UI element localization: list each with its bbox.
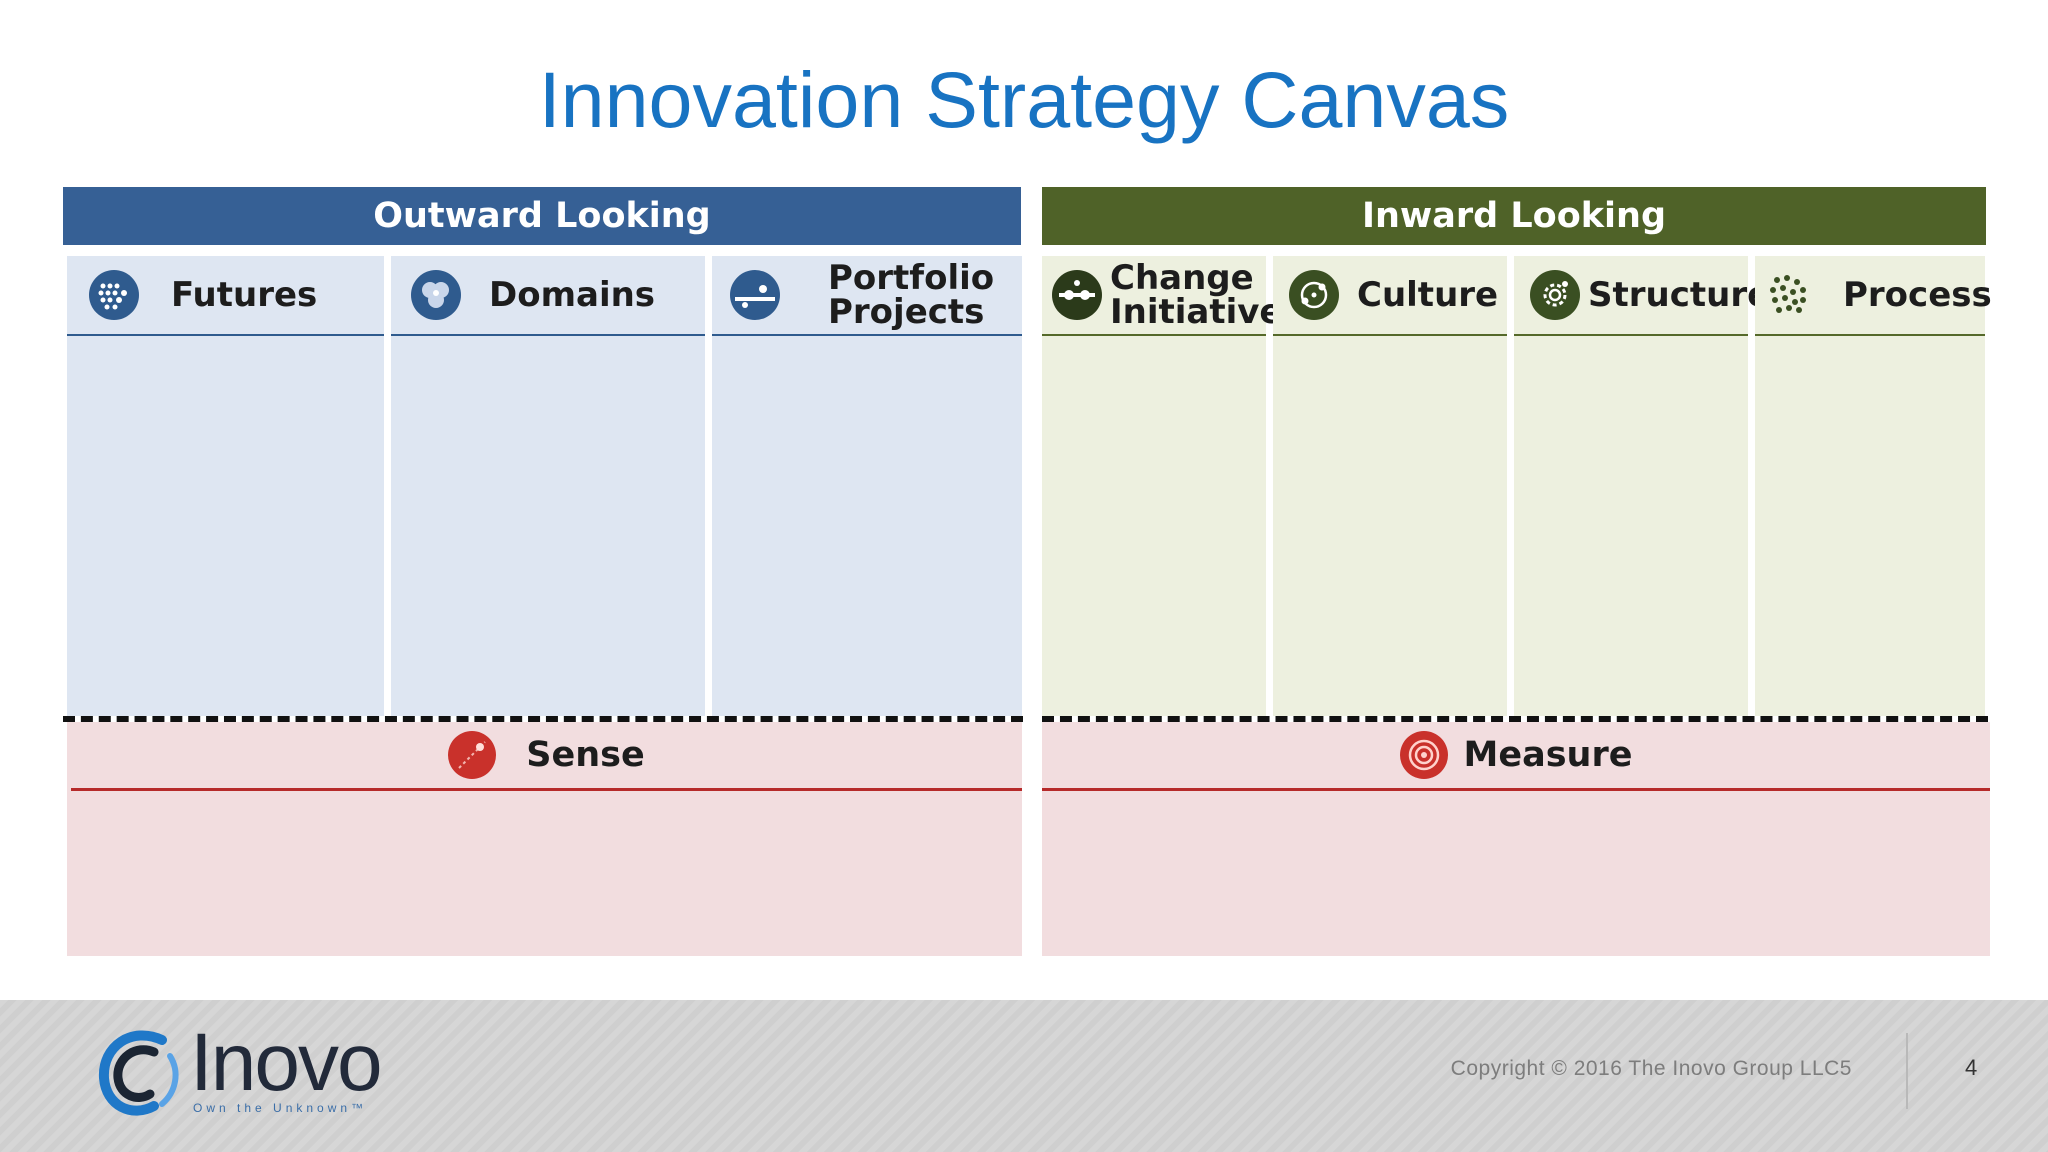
outward-dashed-divider — [63, 716, 1023, 722]
structure-icon — [1530, 270, 1580, 320]
page-title: Innovation Strategy Canvas — [538, 55, 1510, 144]
futures-column: Futures — [67, 256, 384, 716]
change-label-line2: Initiatives — [1110, 292, 1303, 332]
structure-label: Structure — [1588, 275, 1771, 315]
outward-looking-label: Outward Looking — [373, 196, 711, 236]
sense-label: Sense — [526, 735, 645, 775]
futures-label: Futures — [171, 275, 318, 315]
measure-label: Measure — [1463, 735, 1633, 775]
domains-label: Domains — [489, 275, 656, 315]
futures-column-header: Futures — [67, 256, 384, 336]
portfolio-projects-column-header: Portfolio Projects — [712, 256, 1022, 336]
measure-header: Measure — [1042, 722, 1990, 791]
portfolio-projects-label: Portfolio Projects — [828, 261, 994, 329]
domains-column: Domains — [391, 256, 705, 716]
futures-icon — [89, 270, 139, 320]
change-initiatives-label: Change Initiatives — [1110, 261, 1303, 329]
culture-column: Culture — [1273, 256, 1507, 716]
process-column-header: Process — [1755, 256, 1992, 336]
structure-column: Structure — [1514, 256, 1770, 716]
change-label-line1: Change — [1110, 258, 1254, 298]
measure-panel: Measure — [1042, 722, 1990, 956]
outward-looking-header: Outward Looking — [63, 187, 1021, 245]
sense-panel: Sense — [67, 722, 1022, 956]
culture-icon — [1289, 270, 1339, 320]
inward-looking-label: Inward Looking — [1361, 196, 1667, 236]
copyright-text: Copyright © 2016 The Inovo Group LLC5 — [1450, 1057, 1852, 1080]
sense-icon — [448, 731, 497, 779]
domains-icon — [411, 270, 461, 320]
culture-label: Culture — [1357, 275, 1499, 315]
process-column: Process — [1755, 256, 1992, 716]
logo-swirl-icon — [92, 1026, 188, 1122]
culture-column-header: Culture — [1273, 256, 1507, 336]
footer-divider — [1906, 1033, 1908, 1109]
change-initiatives-column: Change Initiatives — [1042, 256, 1303, 716]
measure-icon — [1399, 731, 1448, 779]
change-initiatives-icon — [1052, 270, 1102, 320]
logo-wordmark: Inovo — [190, 1017, 383, 1108]
process-icon — [1763, 270, 1813, 320]
change-initiatives-column-header: Change Initiatives — [1042, 256, 1303, 336]
inward-looking-header: Inward Looking — [1042, 187, 1986, 245]
footer-bar — [0, 1000, 2048, 1152]
page-number: 4 — [1965, 1055, 1978, 1080]
portfolio-label-line2: Projects — [828, 292, 985, 332]
inward-dashed-divider — [1042, 716, 1988, 722]
domains-column-header: Domains — [391, 256, 705, 336]
structure-column-header: Structure — [1514, 256, 1770, 336]
process-label: Process — [1843, 275, 1992, 315]
logo-tagline: Own the Unknown™ — [193, 1101, 368, 1115]
sense-header: Sense — [71, 722, 1022, 791]
portfolio-label-line1: Portfolio — [828, 258, 995, 298]
portfolio-projects-column: Portfolio Projects — [712, 256, 1022, 716]
portfolio-projects-icon — [730, 270, 780, 320]
